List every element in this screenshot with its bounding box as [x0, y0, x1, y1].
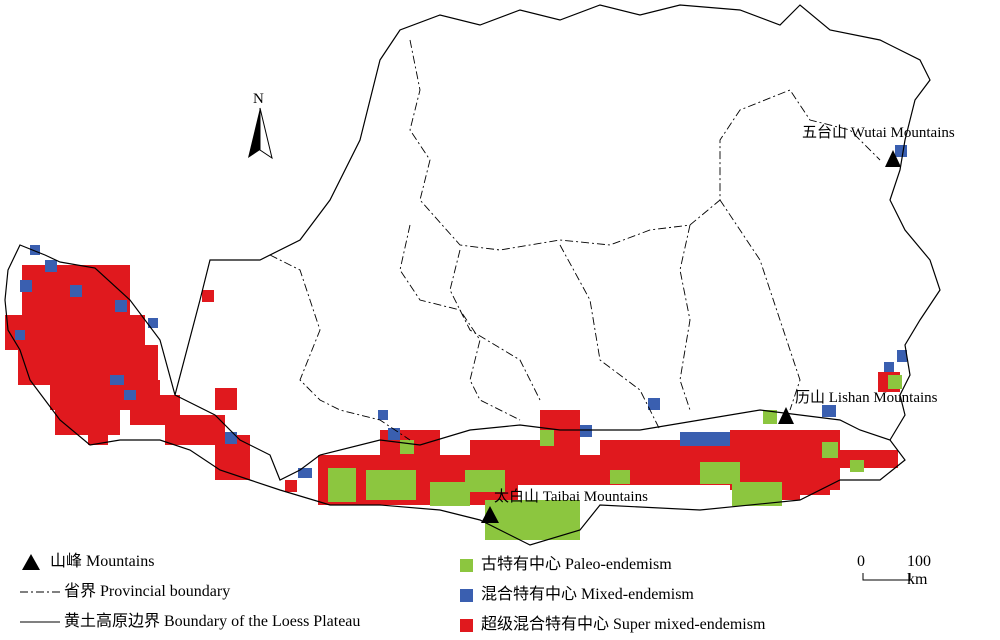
loess-plateau-boundary-north — [174, 4, 941, 441]
scale-bar-line — [862, 573, 911, 581]
mountain-taibai: 太白山 Taibai Mountains — [481, 488, 648, 523]
svg-text:五台山 Wutai Mountains: 五台山 Wutai Mountains — [802, 124, 955, 141]
solid-line-icon — [20, 621, 60, 623]
legend-symbols: 山峰 Mountains 省界 Provincial boundary 黄土高原… — [20, 547, 360, 637]
legend-label: 黄土高原边界 Boundary of the Loess Plateau — [64, 613, 361, 630]
mountain-lishan: 历山 Lishan Mountains — [778, 389, 938, 424]
loess-plateau-boundary — [4, 244, 906, 546]
scale-end-label: 100 km — [907, 553, 931, 588]
legend-label: 超级混合特有中心 Super mixed-endemism — [481, 616, 766, 633]
paleo-endemism-cells — [328, 375, 902, 540]
legend-item-provincial-boundary: 省界 Provincial boundary — [20, 577, 360, 607]
paleo-swatch — [460, 558, 473, 572]
svg-text:N: N — [253, 91, 264, 107]
legend-item-paleo: 古特有中心 Paleo-endemism — [460, 550, 765, 580]
legend-item-mixed: 混合特有中心 Mixed-endemism — [460, 580, 765, 610]
north-arrow: N — [248, 91, 273, 160]
legend-label: 混合特有中心 Mixed-endemism — [481, 586, 694, 603]
legend-item-mountains: 山峰 Mountains — [20, 547, 360, 577]
legend-label: 山峰 Mountains — [50, 553, 155, 570]
mixed-swatch — [460, 588, 473, 602]
scale-bar: 0 100 km — [855, 553, 945, 593]
svg-text:太白山 Taibai Mountains: 太白山 Taibai Mountains — [494, 488, 648, 505]
svg-text:历山 Lishan Mountains: 历山 Lishan Mountains — [795, 389, 938, 406]
triangle-icon — [22, 554, 40, 570]
dashdot-line-icon — [20, 591, 60, 593]
super-swatch — [460, 618, 473, 632]
legend-label: 省界 Provincial boundary — [64, 583, 231, 600]
mountain-wutai: 五台山 Wutai Mountains — [802, 124, 955, 167]
legend-item-loess-boundary: 黄土高原边界 Boundary of the Loess Plateau — [20, 607, 360, 637]
legend-label: 古特有中心 Paleo-endemism — [481, 556, 672, 573]
scale-start-label: 0 — [857, 553, 865, 570]
provincial-boundaries — [269, 39, 881, 441]
super-mixed-endemism-cells — [5, 265, 900, 505]
legend-endemism: 古特有中心 Paleo-endemism 混合特有中心 Mixed-endemi… — [460, 550, 765, 640]
legend-item-super: 超级混合特有中心 Super mixed-endemism — [460, 610, 765, 640]
